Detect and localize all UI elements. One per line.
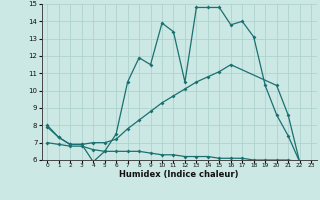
X-axis label: Humidex (Indice chaleur): Humidex (Indice chaleur) (119, 170, 239, 179)
